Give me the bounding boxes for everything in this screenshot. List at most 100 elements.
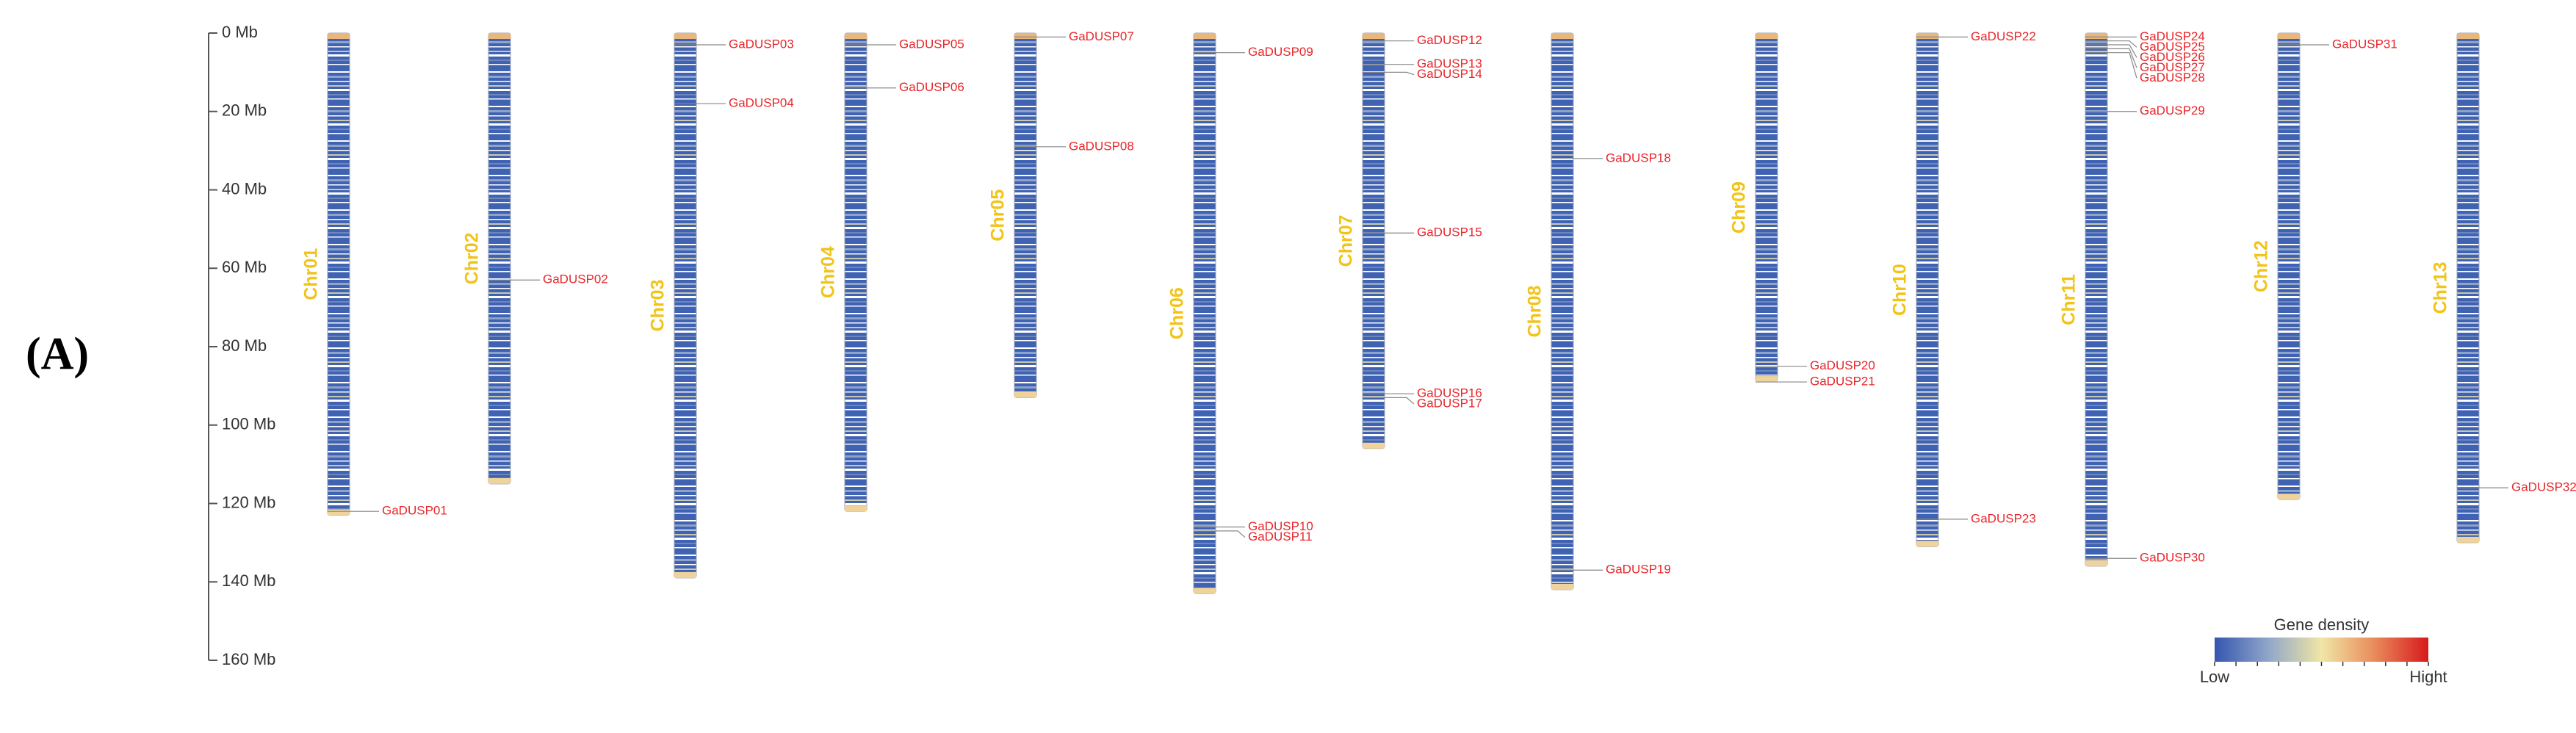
chromosome-end [1756, 376, 1778, 383]
y-tick-label: 80 Mb [222, 336, 267, 355]
chromosome [1014, 32, 1037, 398]
chromosome [674, 32, 697, 579]
gene-label: GaDUSP08 [1069, 139, 1134, 153]
gene-label: GaDUSP30 [2140, 551, 2205, 565]
gene-label: GaDUSP28 [2140, 71, 2205, 84]
chromosome-end [1194, 588, 1216, 594]
gene-label: GaDUSP13 [1417, 57, 1482, 71]
gene-label: GaDUSP02 [543, 272, 608, 286]
chromosome [1916, 32, 1939, 547]
chromosome-label: Chr12 [2251, 240, 2272, 292]
gene-label: GaDUSP32 [2511, 480, 2576, 494]
chromosome-label: Chr08 [1525, 285, 1545, 337]
legend-low: Low [2200, 668, 2229, 686]
chromosome-end [1014, 391, 1036, 398]
gene-label: GaDUSP29 [2140, 104, 2205, 118]
gene-marker [2085, 40, 2137, 48]
chromosome-end [488, 477, 510, 484]
gene-label: GaDUSP20 [1810, 358, 1875, 372]
gene-label: GaDUSP14 [1417, 67, 1482, 81]
gene-label: GaDUSP03 [729, 37, 794, 51]
gene-marker [1363, 397, 1415, 405]
chromosome-end [2457, 536, 2479, 543]
chromosome-label: Chr06 [1167, 287, 1188, 339]
chromosome-end [1363, 442, 1385, 449]
gene-marker [1363, 71, 1415, 76]
gene-label: GaDUSP01 [382, 504, 447, 518]
chromosome-label: Chr13 [2431, 262, 2451, 314]
gene-label: GaDUSP15 [1417, 225, 1482, 239]
gene-label: GaDUSP22 [1971, 29, 2036, 43]
chromosome [1193, 32, 1216, 594]
chromosome-end [1551, 33, 1573, 39]
gene-label: GaDUSP23 [1971, 511, 2036, 525]
chromosome-end [845, 505, 867, 512]
chromosome-label: Chr05 [988, 189, 1009, 242]
chromosome-label: Chr04 [818, 246, 839, 298]
chromosome-end [488, 33, 510, 39]
chromosome-end [674, 33, 696, 39]
gene-label: GaDUSP27 [2140, 60, 2205, 74]
y-tick-label: 0 Mb [222, 23, 258, 41]
gene-label: GaDUSP19 [1606, 563, 1671, 577]
y-tick-label: 60 Mb [222, 258, 267, 276]
gene-label: GaDUSP06 [899, 80, 964, 94]
y-tick-label: 40 Mb [222, 179, 267, 198]
gene-label: GaDUSP21 [1810, 375, 1875, 389]
chromosome-label: Chr07 [1336, 214, 1357, 267]
chromosome-end [2085, 560, 2107, 566]
chromosome-end [1014, 33, 1036, 39]
chromosome-end [2278, 494, 2300, 500]
chromosome-label: Chr02 [462, 232, 483, 284]
gene-label: GaDUSP10 [1248, 519, 1313, 533]
legend-colorbar [2215, 638, 2428, 662]
gene-label: GaDUSP07 [1069, 29, 1134, 43]
gene-label: GaDUSP18 [1606, 151, 1671, 165]
gene-marker [2085, 52, 2137, 79]
y-tick-label: 20 Mb [222, 101, 267, 120]
legend-high: Hight [2409, 668, 2447, 686]
gene-label: GaDUSP05 [899, 37, 964, 51]
chromosome-end [674, 571, 696, 578]
chromosome-end [1916, 541, 1938, 547]
gene-marker [2085, 44, 2137, 58]
chromosome-label: Chr01 [301, 248, 322, 300]
chromosome-end [328, 33, 350, 39]
legend-title: Gene density [2274, 615, 2370, 634]
gene-label: GaDUSP26 [2140, 50, 2205, 64]
chromosome [1551, 32, 1574, 591]
chromosome-end [1756, 33, 1778, 39]
chromosome [2277, 32, 2301, 500]
chromosome-end [1363, 33, 1385, 39]
chromosome-end [845, 33, 867, 39]
chromosome [327, 32, 350, 516]
y-tick-label: 100 Mb [222, 415, 275, 433]
chromosome-label: Chr03 [648, 280, 668, 332]
gene-label: GaDUSP11 [1248, 530, 1313, 544]
gene-label: GaDUSP16 [1417, 386, 1482, 400]
chromosome [844, 32, 867, 512]
chromosome [1362, 32, 1385, 449]
chromosome [2456, 32, 2480, 544]
chromosome-end [2457, 33, 2479, 39]
gene-label: GaDUSP17 [1417, 397, 1482, 411]
gene-label: GaDUSP24 [2140, 29, 2205, 43]
chromosome-end [328, 509, 350, 516]
chromosome [1755, 32, 1778, 383]
chromosome-end [2278, 33, 2300, 39]
y-tick-label: 160 Mb [222, 650, 275, 668]
chromosome-label: Chr09 [1729, 181, 1750, 234]
y-tick-label: 120 Mb [222, 493, 275, 511]
gene-label: GaDUSP04 [729, 96, 794, 110]
gene-label: GaDUSP09 [1248, 45, 1313, 59]
chromosome-label: Chr11 [2059, 274, 2079, 325]
chromosome-end [1916, 33, 1938, 39]
chromosome-label: Chr10 [1890, 264, 1911, 316]
chromosome-end [1551, 583, 1573, 590]
y-tick-label: 140 Mb [222, 571, 275, 590]
gene-marker [1194, 530, 1246, 538]
chromosome-end [2085, 33, 2107, 39]
gene-label: GaDUSP25 [2140, 40, 2205, 54]
chromosome [2085, 32, 2108, 567]
